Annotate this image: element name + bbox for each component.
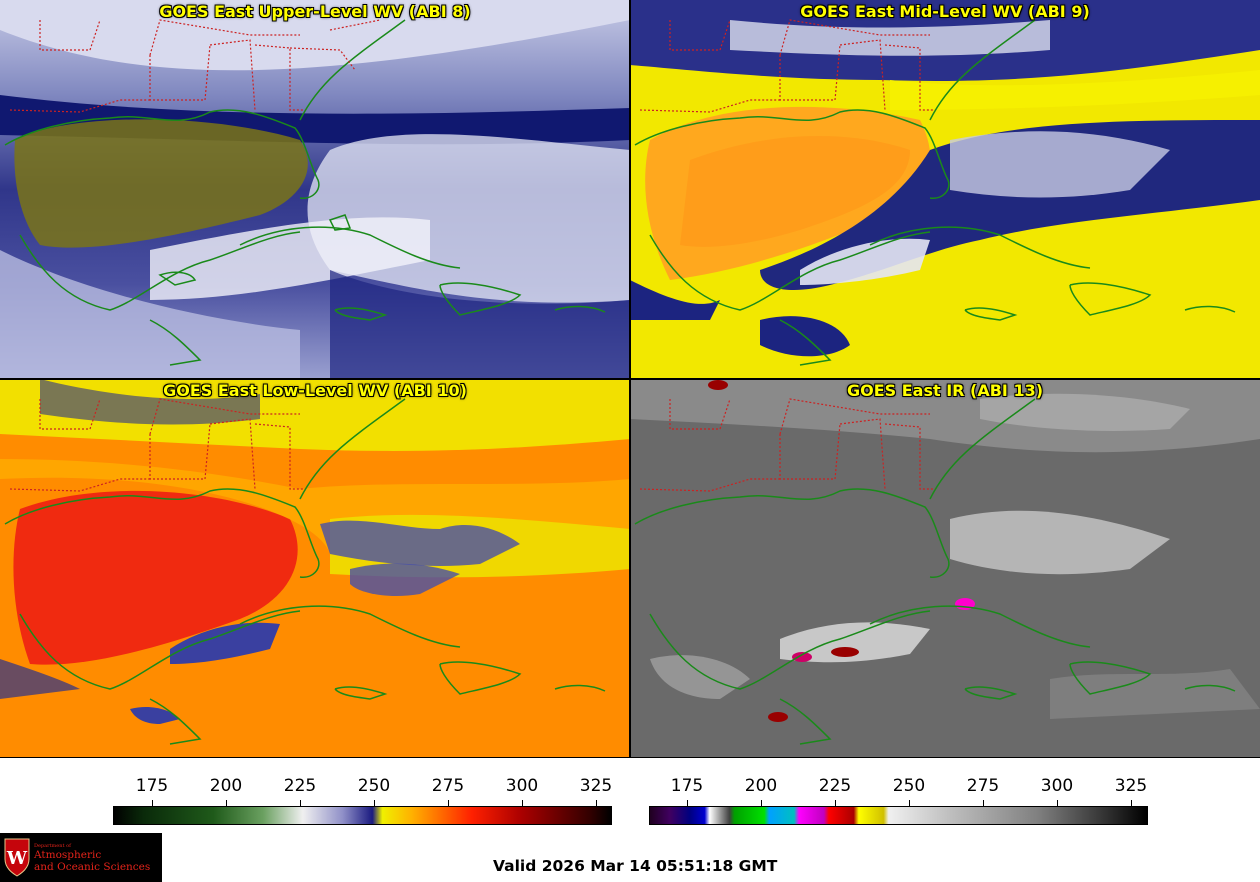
logo-line2: and Oceanic Sciences (34, 861, 151, 873)
colorbar-tick: 325 (579, 776, 613, 796)
map-upper-level-wv (0, 0, 630, 379)
colorbar-tick: 175 (135, 776, 169, 796)
state-borders (9, 19, 381, 113)
logo-initial: W (6, 848, 28, 869)
aos-logo: W Department of Atmospheric and Oceanic … (0, 833, 162, 882)
logo-line1: Atmospheric (34, 849, 102, 861)
map-ir (630, 379, 1260, 758)
colorbar-tick: 175 (670, 776, 704, 796)
panel-bottom-border (0, 757, 1260, 758)
panel-low-level-wv: GOES East Low-Level WV (ABI 10) (0, 379, 630, 758)
logo-text: Department of Atmospheric and Oceanic Sc… (34, 843, 150, 873)
colorbar-wv-gradient (113, 806, 612, 825)
logo-dept: Department of (34, 843, 71, 849)
panel-mid-level-wv: GOES East Mid-Level WV (ABI 9) (630, 0, 1260, 379)
panel-divider-horizontal (0, 378, 1260, 380)
colorbar-tick: 250 (357, 776, 391, 796)
colorbar-ir-gradient (649, 806, 1148, 825)
colorbar-tick: 325 (1114, 776, 1148, 796)
map-low-level-wv (0, 379, 630, 758)
panel-ir: GOES East IR (ABI 13) (630, 379, 1260, 758)
colorbar-tick: 275 (431, 776, 465, 796)
colorbar-tick: 225 (818, 776, 852, 796)
uw-crest-icon: W (4, 838, 30, 877)
map-mid-level-wv (630, 0, 1260, 379)
colorbar-tick: 200 (209, 776, 243, 796)
colorbar-tick: 225 (283, 776, 317, 796)
colorbar-tick: 300 (1040, 776, 1074, 796)
panel-upper-level-wv: GOES East Upper-Level WV (ABI 8) (0, 0, 630, 379)
valid-time: Valid 2026 Mar 14 05:51:18 GMT (493, 857, 778, 875)
colorbar-tick: 300 (505, 776, 539, 796)
coastlines (4, 19, 606, 366)
colorbar-tick: 275 (966, 776, 1000, 796)
colorbar-tick: 250 (892, 776, 926, 796)
colorbar-tick: 200 (744, 776, 778, 796)
